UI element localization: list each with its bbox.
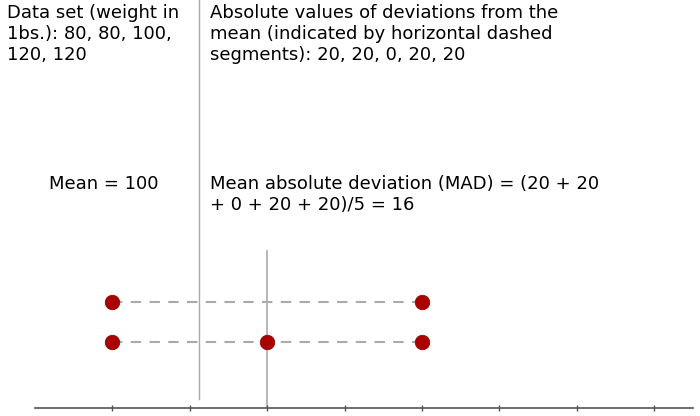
Point [107,339,118,345]
Point [416,339,428,345]
Point [416,299,428,306]
Point [262,339,273,345]
Text: Data set (weight in
1bs.): 80, 80, 100,
120, 120: Data set (weight in 1bs.): 80, 80, 100, … [7,4,179,64]
Text: Mean = 100: Mean = 100 [49,175,158,193]
Point [107,299,118,306]
Text: Mean absolute deviation (MAD) = (20 + 20
+ 0 + 20 + 20)/5 = 16: Mean absolute deviation (MAD) = (20 + 20… [210,175,599,213]
Text: Absolute values of deviations from the
mean (indicated by horizontal dashed
segm: Absolute values of deviations from the m… [210,4,559,64]
